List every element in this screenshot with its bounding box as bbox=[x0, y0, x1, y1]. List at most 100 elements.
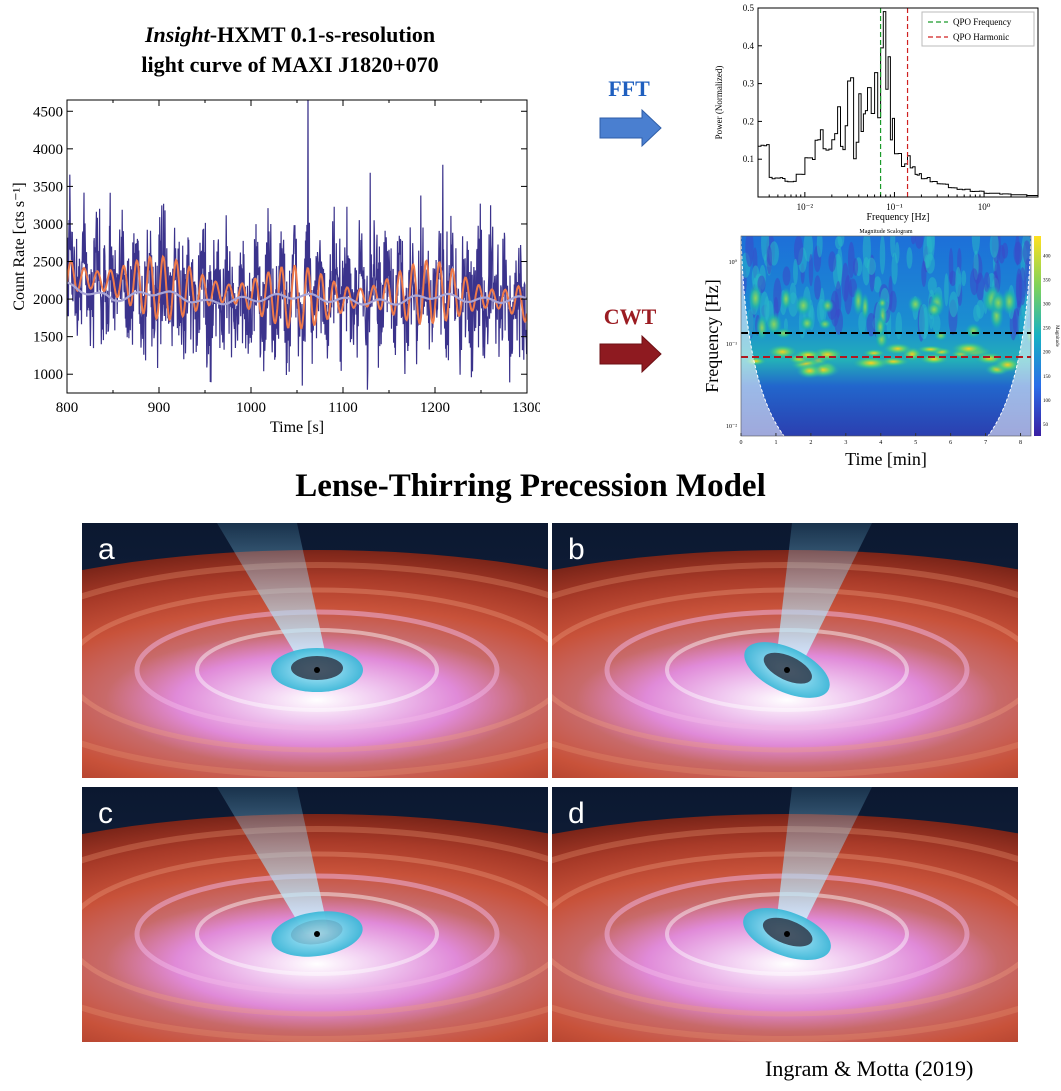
y-tick-label: 0.2 bbox=[743, 116, 754, 126]
scalogram-blob bbox=[799, 315, 815, 332]
y-tick-label: 1500 bbox=[33, 330, 63, 346]
illustration-panel-b: b bbox=[552, 523, 1018, 778]
scalogram-blob bbox=[918, 303, 929, 340]
legend-qpo-frequency: QPO Frequency bbox=[953, 17, 1012, 27]
scalogram-blob bbox=[814, 275, 821, 300]
scalogram-blob bbox=[873, 276, 882, 293]
scalogram-blob bbox=[835, 281, 842, 318]
y-tick-label: 0.5 bbox=[743, 3, 755, 13]
scalogram-blob bbox=[915, 345, 946, 354]
scalogram-blob bbox=[748, 283, 763, 313]
scalogram-blob bbox=[818, 318, 832, 330]
x-tick-label: 10⁻¹ bbox=[886, 202, 903, 212]
lightcurve-title-rest: -HXMT 0.1-s-resolution bbox=[209, 22, 436, 47]
scalogram-blob bbox=[927, 277, 937, 295]
x-tick-label: 4 bbox=[879, 440, 882, 446]
scalogram-blob bbox=[907, 295, 923, 314]
scalogram-blob bbox=[888, 275, 893, 311]
illustration-panel-d: d bbox=[552, 787, 1018, 1042]
fft-label: FFT bbox=[608, 76, 650, 101]
scalogram-blob bbox=[861, 348, 887, 358]
fft-legend: QPO Frequency QPO Harmonic bbox=[921, 11, 1035, 47]
fft-axes-frame bbox=[757, 7, 1039, 198]
y-axis-label: Count Rate [cts s⁻¹] bbox=[11, 182, 28, 310]
colorbar-tick-label: 300 bbox=[1043, 302, 1051, 307]
scalogram-blob bbox=[955, 266, 962, 297]
legend-qpo-harmonic: QPO Harmonic bbox=[953, 32, 1009, 42]
scalogram-blob bbox=[915, 236, 924, 249]
scalogram-blob bbox=[994, 260, 1001, 294]
scalogram-blob bbox=[1012, 308, 1021, 336]
scalogram-blob bbox=[796, 363, 823, 379]
scalogram-hotspot bbox=[793, 349, 823, 361]
x-tick-label: 900 bbox=[148, 400, 171, 416]
y-axis-label: Frequency [Hz] bbox=[702, 279, 722, 392]
scalogram-blob bbox=[1022, 240, 1031, 265]
x-tick-label: 1 bbox=[774, 440, 777, 446]
scalogram-blob bbox=[852, 286, 864, 316]
scalogram-blob bbox=[1016, 273, 1022, 306]
illustration-panel-c: c bbox=[82, 787, 548, 1042]
scalogram-blob bbox=[745, 236, 754, 267]
legend-box bbox=[921, 11, 1035, 47]
accretion-disk-illustration bbox=[552, 523, 1018, 778]
scalogram-blob bbox=[1001, 242, 1009, 259]
cone-boundary bbox=[741, 236, 785, 436]
scalogram-blob bbox=[948, 291, 959, 318]
y-tick-label: 4000 bbox=[33, 142, 63, 158]
x-tick-label: 5 bbox=[914, 440, 917, 446]
x-axis-label: Time [s] bbox=[270, 419, 324, 436]
scalogram-blob bbox=[948, 247, 954, 285]
panel-label: c bbox=[98, 797, 113, 830]
scalogram-blob bbox=[821, 298, 834, 314]
model-title: Lense-Thirring Precession Model bbox=[295, 468, 766, 504]
illustration-panel-a: a bbox=[82, 523, 548, 778]
fft-chart: 0.1 0.2 0.3 0.4 0.5 10⁻² 10⁻¹ 10⁰ Frequency [Hz]… bbox=[714, 3, 1039, 223]
scalogram-blob bbox=[944, 273, 949, 307]
y-tick-label: 2500 bbox=[33, 255, 63, 271]
scalogram-blob bbox=[973, 304, 981, 322]
scalogram-blob bbox=[882, 342, 914, 355]
y-axis-label: Power (Normalized) bbox=[714, 66, 724, 140]
scalogram-blob bbox=[782, 266, 791, 286]
scalogram-blob bbox=[794, 295, 812, 317]
y-tick-label: 10⁻² bbox=[726, 424, 737, 430]
scalogram-blob bbox=[816, 236, 823, 258]
colorbar-tick-label: 100 bbox=[1043, 399, 1051, 404]
scalogram-blob bbox=[926, 236, 935, 261]
cwt-axes-frame bbox=[740, 235, 1032, 437]
x-tick-label: 800 bbox=[56, 400, 79, 416]
scalogram-title: Magnitude Scalogram bbox=[859, 229, 912, 235]
scalogram-blob bbox=[836, 247, 843, 282]
colorbar-tick-label: 200 bbox=[1043, 351, 1051, 356]
scalogram-blob bbox=[969, 268, 979, 296]
accretion-disk-illustration bbox=[552, 787, 1018, 1042]
scalogram-blob bbox=[780, 287, 792, 311]
cone-boundary bbox=[987, 236, 1031, 436]
raw-lightcurve-line bbox=[67, 100, 527, 390]
lightcurve-title: Insight-HXMT 0.1-s-resolution light curv… bbox=[70, 20, 510, 80]
scalogram-blob bbox=[910, 236, 916, 245]
panel-label: d bbox=[568, 797, 585, 830]
accretion-disk-illustration bbox=[82, 787, 548, 1042]
power-spectrum-line bbox=[758, 11, 1038, 196]
scalogram-blob bbox=[926, 301, 942, 318]
scalogram-blob bbox=[793, 258, 798, 286]
lightcurve-chart: 800 900 1000 1100 1200 1300 1000 1500 2000 2500 30… bbox=[11, 99, 540, 436]
fft-arrow-icon bbox=[599, 108, 662, 148]
scalogram-blob bbox=[989, 236, 999, 258]
colorbar-tick-label: 250 bbox=[1043, 327, 1051, 332]
scalogram-blob bbox=[992, 356, 1023, 373]
scalogram-blob bbox=[834, 236, 843, 250]
scalogram-blob bbox=[971, 236, 981, 255]
colorbar-tick-label: 50 bbox=[1043, 423, 1049, 428]
y-tick-label: 10⁻¹ bbox=[726, 342, 737, 348]
scalogram-blob bbox=[891, 252, 898, 285]
x-tick-label: 10⁰ bbox=[978, 202, 991, 212]
scalogram-blob bbox=[766, 245, 773, 275]
x-axis-label: Frequency [Hz] bbox=[866, 212, 929, 223]
y-tick-label: 10⁰ bbox=[729, 259, 738, 266]
scalogram-blob bbox=[879, 236, 886, 275]
scalogram-blob bbox=[906, 247, 913, 269]
x-tick-label: 1100 bbox=[328, 400, 357, 416]
